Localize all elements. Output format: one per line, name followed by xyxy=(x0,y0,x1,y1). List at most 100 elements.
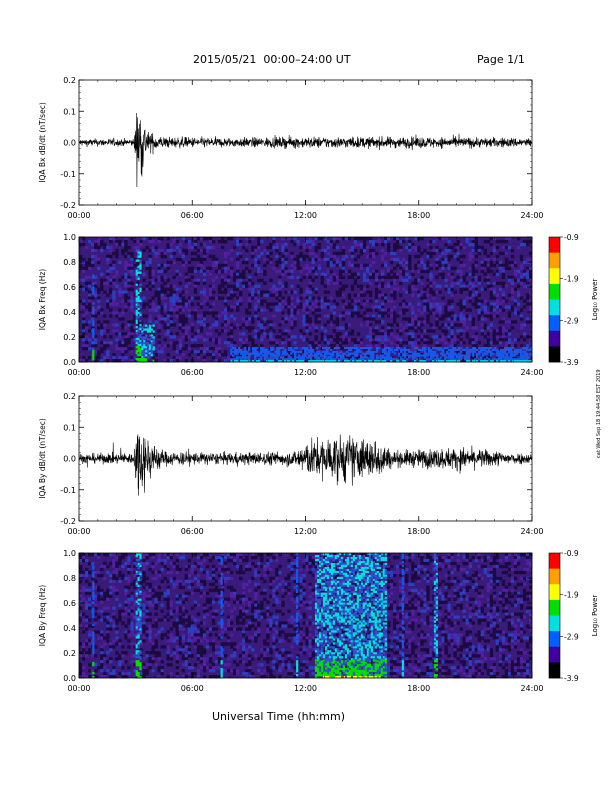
spectrogram-noise-cell xyxy=(157,570,161,575)
spectrogram-noise-cell xyxy=(184,573,189,578)
spectrogram-feature-cell xyxy=(139,333,142,337)
spectrogram-feature-cell xyxy=(332,358,335,361)
spectrogram-noise-cell xyxy=(242,344,246,348)
spectrogram-noise-cell xyxy=(121,359,125,363)
spectrogram-noise-cell xyxy=(133,669,137,673)
spectrogram-noise-cell xyxy=(290,320,294,324)
spectrogram-noise-cell xyxy=(181,621,185,625)
spectrogram-noise-cell xyxy=(214,275,219,279)
spectrogram-noise-cell xyxy=(528,278,533,282)
spectrogram-noise-cell xyxy=(166,317,170,321)
spectrogram-noise-cell xyxy=(184,344,189,348)
spectrogram-noise-cell xyxy=(109,341,113,345)
spectrogram-noise-cell xyxy=(486,284,491,288)
spectrogram-noise-cell xyxy=(184,335,189,339)
spectrogram-noise-cell xyxy=(160,263,164,268)
spectrogram-noise-cell xyxy=(513,263,518,268)
spectrogram-noise-cell xyxy=(444,248,448,253)
spectrogram-feature-cell xyxy=(438,358,441,361)
spectrogram-noise-cell xyxy=(118,612,122,616)
spectrogram-noise-cell xyxy=(495,293,500,297)
spectrogram-noise-cell xyxy=(245,323,249,327)
spectrogram-noise-cell xyxy=(390,269,394,274)
spectrogram-noise-cell xyxy=(160,308,164,312)
spectrogram-noise-cell xyxy=(387,266,391,271)
spectrogram-feature-cell xyxy=(262,350,265,353)
spectrogram-feature-cell xyxy=(526,360,529,363)
spectrogram-noise-cell xyxy=(338,251,343,256)
spectrogram-noise-cell xyxy=(329,338,333,342)
spectrogram-feature-cell xyxy=(450,358,453,361)
spectrogram-noise-cell xyxy=(278,260,282,265)
spectrogram-feature-cell xyxy=(143,324,146,327)
spectrogram-noise-cell xyxy=(184,302,189,306)
spectrogram-noise-cell xyxy=(103,591,107,595)
spectrogram-feature-cell xyxy=(324,352,327,355)
spectrogram-noise-cell xyxy=(169,287,173,291)
spectrogram-noise-cell xyxy=(513,272,518,276)
spectrogram-feature-cell xyxy=(137,337,140,341)
spectrogram-noise-cell xyxy=(187,260,192,265)
spectrogram-noise-cell xyxy=(196,353,201,357)
spectrogram-noise-cell xyxy=(133,320,137,324)
spectrogram-noise-cell xyxy=(266,245,270,250)
spectrogram-noise-cell xyxy=(423,293,427,297)
spectrogram-noise-cell xyxy=(148,588,152,592)
spectrogram-noise-cell xyxy=(79,618,83,622)
spectrogram-noise-cell xyxy=(127,645,131,649)
spectrogram-noise-cell xyxy=(103,344,107,348)
spectrogram-noise-cell xyxy=(130,272,134,276)
spectrogram-noise-cell xyxy=(145,672,149,676)
spectrogram-noise-cell xyxy=(166,585,170,590)
spectrogram-noise-cell xyxy=(362,311,367,315)
spectrogram-feature-cell xyxy=(390,356,393,359)
spectrogram-noise-cell xyxy=(163,302,167,306)
spectrogram-noise-cell xyxy=(199,248,204,253)
x-tick-label: 24:00 xyxy=(520,527,543,536)
spectrogram-noise-cell xyxy=(411,317,415,321)
spectrogram-noise-cell xyxy=(178,272,182,276)
spectrogram-noise-cell xyxy=(468,314,472,318)
spectrogram-noise-cell xyxy=(323,248,327,253)
spectrogram-feature-cell xyxy=(304,352,307,355)
colorbar-segment xyxy=(549,283,560,300)
spectrogram-feature-cell xyxy=(266,354,269,357)
spectrogram-feature-cell xyxy=(135,249,138,252)
spectrogram-noise-cell xyxy=(233,326,237,330)
spectrogram-noise-cell xyxy=(408,263,412,268)
spectrogram-noise-cell xyxy=(181,654,185,658)
spectrogram-noise-cell xyxy=(432,335,436,339)
spectrogram-feature-cell xyxy=(278,354,281,357)
spectrogram-noise-cell xyxy=(269,338,273,342)
spectrogram-feature-cell xyxy=(135,271,138,274)
spectrogram-feature-cell xyxy=(135,273,138,276)
spectrogram-noise-cell xyxy=(314,305,318,309)
spectrogram-noise-cell xyxy=(408,326,412,330)
spectrogram-noise-cell xyxy=(477,314,481,318)
spectrogram-noise-cell xyxy=(154,353,158,357)
spectrogram-noise-cell xyxy=(145,654,149,658)
spectrogram-noise-cell xyxy=(124,248,128,253)
spectrogram-noise-cell xyxy=(435,260,439,265)
spectrogram-noise-cell xyxy=(423,338,427,342)
spectrogram-noise-cell xyxy=(323,329,327,333)
spectrogram-noise-cell xyxy=(368,326,373,330)
spectrogram-noise-cell xyxy=(387,237,391,241)
spectrogram-noise-cell xyxy=(305,239,309,244)
spectrogram-noise-cell xyxy=(239,326,243,330)
spectrogram-noise-cell xyxy=(384,251,388,256)
spectrogram-noise-cell xyxy=(97,555,101,560)
spectrogram-noise-cell xyxy=(426,335,430,339)
spectrogram-noise-cell xyxy=(305,254,309,259)
spectrogram-noise-cell xyxy=(332,305,336,309)
spectrogram-noise-cell xyxy=(106,341,110,345)
spectrogram-noise-cell xyxy=(299,329,303,333)
spectrogram-noise-cell xyxy=(335,302,340,306)
spectrogram-feature-cell xyxy=(92,328,95,331)
spectrogram-noise-cell xyxy=(163,591,167,595)
spectrogram-noise-cell xyxy=(341,287,346,291)
spectrogram-noise-cell xyxy=(414,287,418,291)
spectrogram-feature-cell xyxy=(506,358,509,361)
spectrogram-feature-cell xyxy=(145,358,148,361)
spectrogram-noise-cell xyxy=(199,344,204,348)
